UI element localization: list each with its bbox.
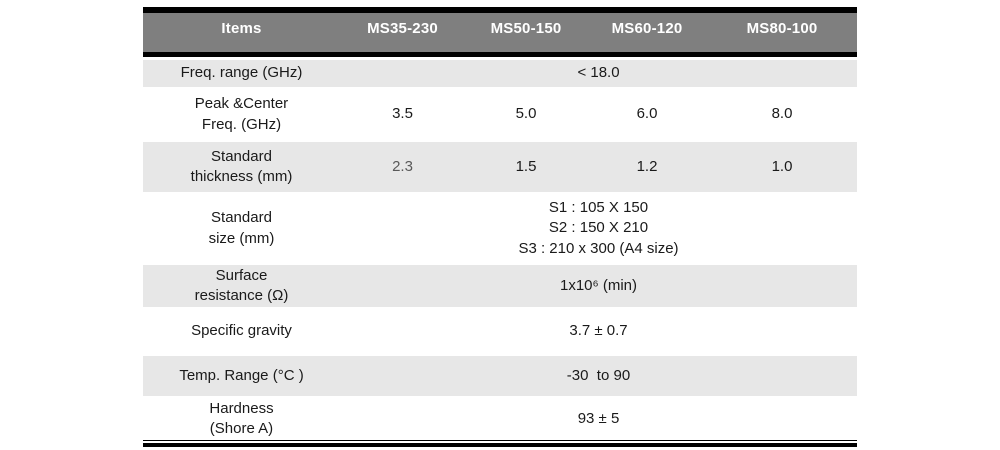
row-label-peak-center-freq: Peak &Center Freq. (GHz) bbox=[194, 95, 289, 133]
column-header-items: Items bbox=[221, 20, 262, 37]
value-thickness-ms60: 1.2 bbox=[636, 157, 658, 175]
value-temp-range: -30 to 90 bbox=[566, 366, 631, 384]
table-row-hardness: Hardness (Shore A) 93 ± 5 bbox=[143, 399, 857, 440]
column-header-ms60-120: MS60-120 bbox=[611, 20, 683, 37]
row-label-standard-thickness: Standard thickness (mm) bbox=[190, 147, 293, 185]
value-surface-resistance: 1x10⁶ (min) bbox=[559, 276, 638, 294]
value-standard-size: S1 : 105 X 150 S2 : 150 X 210 S3 : 210 x… bbox=[518, 199, 679, 257]
value-hardness: 93 ± 5 bbox=[577, 410, 620, 428]
table-row-specific-gravity: Specific gravity 3.7 ± 0.7 bbox=[143, 310, 857, 353]
value-peak-freq-ms60: 6.0 bbox=[636, 105, 658, 123]
table-header-row: Items MS35-230 MS50-150 MS60-120 MS80-10… bbox=[143, 7, 857, 57]
column-header-ms35-230: MS35-230 bbox=[367, 20, 438, 37]
column-header-ms50-150: MS50-150 bbox=[490, 20, 562, 37]
row-label-temp-range: Temp. Range (°C ) bbox=[179, 366, 304, 384]
table-bottom-border bbox=[143, 439, 857, 447]
value-thickness-ms80: 1.0 bbox=[771, 157, 793, 175]
value-peak-freq-ms80: 8.0 bbox=[771, 105, 793, 123]
value-peak-freq-ms50: 5.0 bbox=[515, 105, 537, 123]
row-label-standard-size: Standard size (mm) bbox=[208, 209, 275, 247]
row-label-specific-gravity: Specific gravity bbox=[191, 322, 292, 340]
value-thickness-ms50: 1.5 bbox=[515, 157, 537, 175]
table-row-surface-resistance: Surface resistance (Ω) 1x10⁶ (min) bbox=[143, 265, 857, 307]
column-header-ms80-100: MS80-100 bbox=[746, 20, 818, 37]
row-label-freq-range: Freq. range (GHz) bbox=[180, 64, 303, 82]
row-label-hardness: Hardness (Shore A) bbox=[209, 400, 274, 438]
value-specific-gravity: 3.7 ± 0.7 bbox=[569, 322, 628, 340]
spec-table: Items MS35-230 MS50-150 MS60-120 MS80-10… bbox=[143, 7, 857, 447]
table-row-standard-thickness: Standard thickness (mm) 2.3 1.5 1.2 1.0 bbox=[143, 142, 857, 192]
row-label-surface-resistance: Surface resistance (Ω) bbox=[194, 266, 289, 304]
table-row-peak-center-freq: Peak &Center Freq. (GHz) 3.5 5.0 6.0 8.0 bbox=[143, 90, 857, 139]
table-row-standard-size: Standard size (mm) S1 : 105 X 150 S2 : 1… bbox=[143, 195, 857, 262]
value-freq-range: < 18.0 bbox=[577, 64, 620, 82]
table-row-freq-range: Freq. range (GHz) < 18.0 bbox=[143, 60, 857, 87]
value-thickness-ms35: 2.3 bbox=[392, 157, 413, 175]
value-peak-freq-ms35: 3.5 bbox=[392, 105, 413, 123]
table-row-temp-range: Temp. Range (°C ) -30 to 90 bbox=[143, 356, 857, 396]
